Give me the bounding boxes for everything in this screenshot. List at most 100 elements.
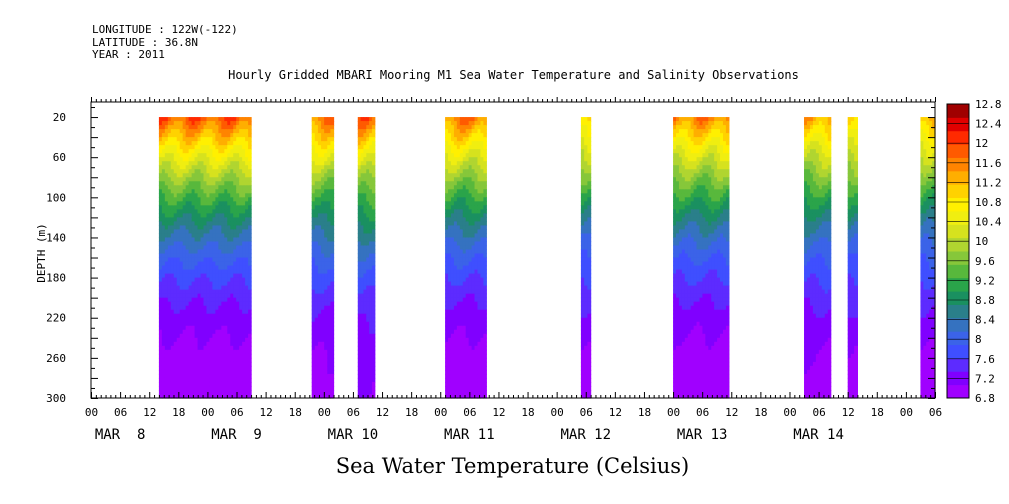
- data-cell: [212, 369, 216, 375]
- data-cell: [450, 365, 455, 371]
- data-cell: [230, 233, 234, 239]
- data-cell: [483, 269, 487, 275]
- data-cell: [584, 273, 588, 279]
- data-cell: [179, 285, 184, 291]
- data-cell: [227, 133, 231, 138]
- data-cell: [477, 361, 482, 367]
- data-cell: [471, 281, 476, 287]
- data-cell: [690, 217, 695, 222]
- data-cell: [580, 117, 585, 122]
- data-cell: [206, 305, 211, 311]
- data-cell: [194, 241, 199, 247]
- data-cell: [233, 361, 237, 367]
- data-cell: [678, 333, 683, 339]
- data-cell: [366, 269, 370, 275]
- data-cell: [459, 381, 464, 387]
- data-cell: [450, 181, 455, 186]
- data-cell: [191, 369, 196, 375]
- data-cell: [200, 181, 205, 186]
- data-cell: [366, 357, 370, 363]
- data-cell: [182, 333, 187, 339]
- data-cell: [448, 121, 452, 126]
- data-cell: [474, 389, 479, 395]
- data-cell: [215, 293, 219, 299]
- data-cell: [321, 197, 325, 202]
- data-cell: [448, 385, 452, 391]
- data-cell: [161, 313, 166, 319]
- data-cell: [188, 161, 193, 166]
- data-cell: [321, 373, 325, 379]
- data-cell: [678, 245, 683, 251]
- data-cell: [215, 213, 219, 218]
- data-cell: [584, 193, 588, 198]
- data-cell: [693, 169, 698, 174]
- data-cell: [690, 381, 695, 387]
- data-cell: [185, 117, 190, 122]
- data-cell: [167, 121, 172, 126]
- data-cell: [673, 125, 677, 130]
- data-cell: [327, 301, 332, 307]
- data-cell: [173, 341, 178, 347]
- data-cell: [477, 129, 482, 134]
- data-cell: [459, 385, 464, 391]
- data-cell: [462, 289, 467, 295]
- data-cell: [371, 253, 376, 259]
- data-cell: [164, 305, 169, 311]
- data-cell: [212, 245, 216, 251]
- data-cell: [699, 249, 704, 255]
- data-cell: [587, 329, 592, 335]
- data-cell: [690, 173, 695, 178]
- data-cell: [197, 373, 202, 379]
- data-cell: [167, 297, 172, 303]
- data-cell: [158, 273, 163, 279]
- data-cell: [161, 121, 166, 126]
- data-cell: [182, 389, 187, 395]
- data-cell: [456, 285, 461, 291]
- data-cell: [480, 137, 484, 142]
- data-cell: [194, 141, 199, 146]
- data-cell: [459, 345, 464, 351]
- data-cell: [233, 345, 237, 351]
- data-cell: [459, 273, 464, 279]
- data-cell: [191, 153, 196, 158]
- data-cell: [221, 249, 225, 255]
- data-cell: [684, 285, 689, 291]
- data-cell: [209, 137, 214, 142]
- data-cell: [690, 233, 695, 239]
- data-cell: [179, 161, 184, 166]
- data-cell: [678, 209, 683, 214]
- data-cell: [215, 161, 219, 166]
- data-cell: [363, 393, 367, 399]
- data-cell: [330, 329, 335, 335]
- data-cell: [327, 137, 332, 142]
- data-cell: [188, 205, 193, 210]
- data-cell: [197, 389, 202, 395]
- data-cell: [684, 229, 689, 235]
- data-cell: [185, 237, 190, 243]
- data-cell: [194, 261, 199, 267]
- data-cell: [215, 217, 219, 222]
- data-cell: [474, 161, 479, 166]
- data-cell: [699, 161, 704, 166]
- data-cell: [483, 121, 487, 126]
- data-cell: [369, 205, 373, 210]
- data-cell: [212, 321, 216, 327]
- data-cell: [224, 269, 228, 275]
- data-cell: [483, 353, 487, 359]
- data-cell: [239, 189, 243, 194]
- data-cell: [167, 333, 172, 339]
- data-cell: [687, 353, 692, 359]
- data-cell: [684, 121, 689, 126]
- data-cell: [176, 265, 181, 271]
- data-cell: [465, 189, 470, 194]
- data-cell: [456, 345, 461, 351]
- data-cell: [197, 333, 202, 339]
- data-cell: [465, 361, 470, 367]
- data-cell: [369, 325, 373, 331]
- data-cell: [330, 129, 335, 134]
- data-cell: [324, 149, 328, 154]
- data-cell: [459, 361, 464, 367]
- data-cell: [366, 229, 370, 235]
- data-cell: [314, 289, 319, 295]
- data-cell: [194, 345, 199, 351]
